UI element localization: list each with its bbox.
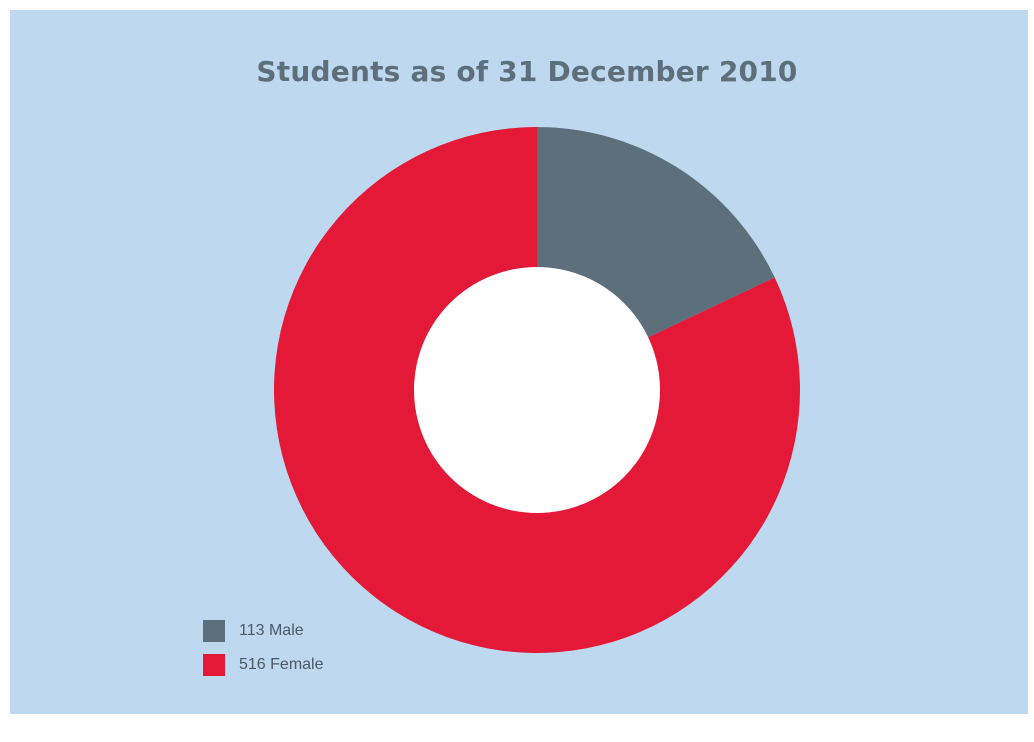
legend-item-male: 113 Male [203,620,324,642]
legend-label-female: Female [270,656,324,673]
legend-swatch-male [203,620,225,642]
legend: 113 Male 516 Female [203,620,324,688]
legend-swatch-female [203,654,225,676]
legend-label-male: Male [268,622,304,639]
chart-title: Students as of 31 December 2010 [256,55,798,88]
legend-item-female: 516 Female [203,654,324,676]
legend-value-female: 516 [239,656,266,673]
legend-value-male: 113 [239,622,265,639]
donut-hole [414,267,660,513]
